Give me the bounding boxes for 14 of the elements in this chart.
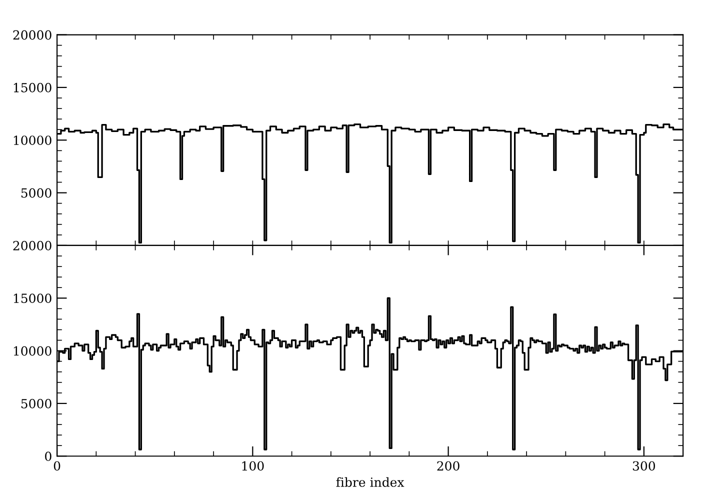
x-tick-label: 100 [242,461,264,471]
x-tick-label: 0 [54,461,60,471]
y-tick-label: 5000 [21,398,52,408]
y-tick-label: 20000 [13,30,52,40]
y-tick-label: 5000 [21,188,52,198]
x-tick-label: 200 [437,461,460,471]
y-tick-label: 15000 [14,82,52,92]
y-tick-label: 15000 [14,294,52,304]
y-tick-label: 20000 [13,240,52,250]
y-tick-label: 0 [45,452,52,462]
x-tick-label: 300 [632,461,656,471]
y-tick-label: 10000 [14,346,52,356]
y-tick-label: 10000 [14,136,52,146]
x-axis-title: fibre index [336,477,404,487]
